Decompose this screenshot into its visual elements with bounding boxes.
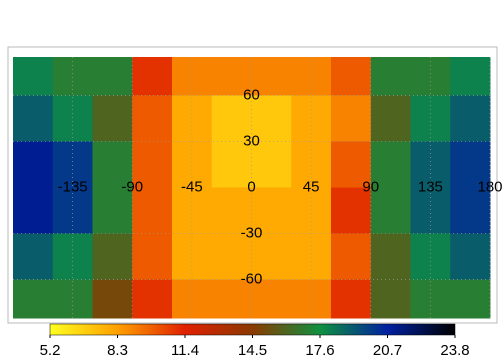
heat-cell [211, 141, 252, 188]
heat-cell [52, 187, 93, 235]
colorbar-tick-label: 14.5 [238, 342, 267, 359]
x-tick-label: -135 [58, 178, 88, 195]
heat-cell [132, 95, 173, 142]
heat-cell [211, 95, 252, 142]
heat-cell [251, 187, 292, 235]
heat-cell [331, 141, 372, 188]
y-tick-label: 30 [243, 132, 260, 149]
heat-cell [211, 187, 252, 235]
heat-cell [450, 279, 491, 319]
heat-cell [370, 57, 411, 96]
heat-cell [211, 57, 252, 96]
heat-cell [52, 95, 93, 142]
colorbar [49, 323, 456, 336]
heat-cell [410, 57, 451, 96]
x-tick-label: -45 [181, 178, 203, 195]
heat-cell [450, 187, 491, 235]
heat-cell [211, 279, 252, 319]
heat-cell [251, 95, 292, 142]
heat-cell [410, 279, 451, 319]
heat-cell [450, 141, 491, 188]
y-tick-label: -30 [241, 225, 263, 242]
heat-cell [291, 57, 332, 96]
heat-cell [13, 233, 54, 281]
heat-cell [410, 187, 451, 235]
colorbar-tick-label: 20.7 [373, 342, 402, 359]
heat-cell [331, 95, 372, 142]
heat-cell [132, 279, 173, 319]
heat-cell [331, 233, 372, 281]
heat-cell [251, 57, 292, 96]
y-tick-label: -60 [241, 271, 263, 288]
heat-cell [331, 187, 372, 235]
heat-cell [132, 187, 173, 235]
heat-cell [52, 57, 93, 96]
heat-cell [370, 141, 411, 188]
heat-cell [450, 95, 491, 142]
heat-cell [251, 233, 292, 281]
heat-cell [291, 187, 332, 235]
x-tick-label: 135 [418, 178, 443, 195]
x-tick-label: 90 [362, 178, 379, 195]
heat-cell [331, 57, 372, 96]
colorbar-tick-label: 23.8 [440, 342, 469, 359]
frame [7, 46, 498, 324]
heat-cell [92, 233, 133, 281]
colorbar-tick-label: 17.6 [305, 342, 334, 359]
heat-cell [172, 187, 213, 235]
heat-cell [251, 279, 292, 319]
heat-cell [172, 279, 213, 319]
colorbar-tick-label: 8.3 [107, 342, 128, 359]
x-tick-label: 180 [477, 178, 502, 195]
heat-cell [92, 141, 133, 188]
heat-cell [172, 95, 213, 142]
x-tick-label: 45 [303, 178, 320, 195]
heat-cell [370, 279, 411, 319]
heat-cell [92, 279, 133, 319]
heat-cell [251, 141, 292, 188]
heat-cell [370, 187, 411, 235]
heat-cell [211, 233, 252, 281]
heat-cell [13, 279, 54, 319]
heat-cell [13, 57, 54, 96]
x-tick-label: 0 [247, 178, 255, 195]
heat-cell [92, 187, 133, 235]
colorbar-tick-label: 11.4 [171, 342, 199, 359]
y-tick-label: 60 [243, 86, 260, 103]
heat-cell [370, 95, 411, 142]
heat-cell [92, 57, 133, 96]
x-tick-label: -90 [121, 178, 143, 195]
heat-cell [13, 95, 54, 142]
heat-cell [331, 279, 372, 319]
heat-cell [291, 279, 332, 319]
heat-cell [450, 57, 491, 96]
heat-cell [410, 95, 451, 142]
heat-cell [172, 57, 213, 96]
heat-cell [132, 141, 173, 188]
heat-cell [291, 95, 332, 142]
heat-cell [52, 279, 93, 319]
colorbar-tick-label: 5.2 [40, 342, 61, 359]
heat-cell [132, 57, 173, 96]
heat-cell [370, 233, 411, 281]
heat-cell [450, 233, 491, 281]
heat-cell [13, 187, 54, 235]
heat-cell [92, 95, 133, 142]
heat-cell [13, 141, 54, 188]
heat-cell [132, 233, 173, 281]
